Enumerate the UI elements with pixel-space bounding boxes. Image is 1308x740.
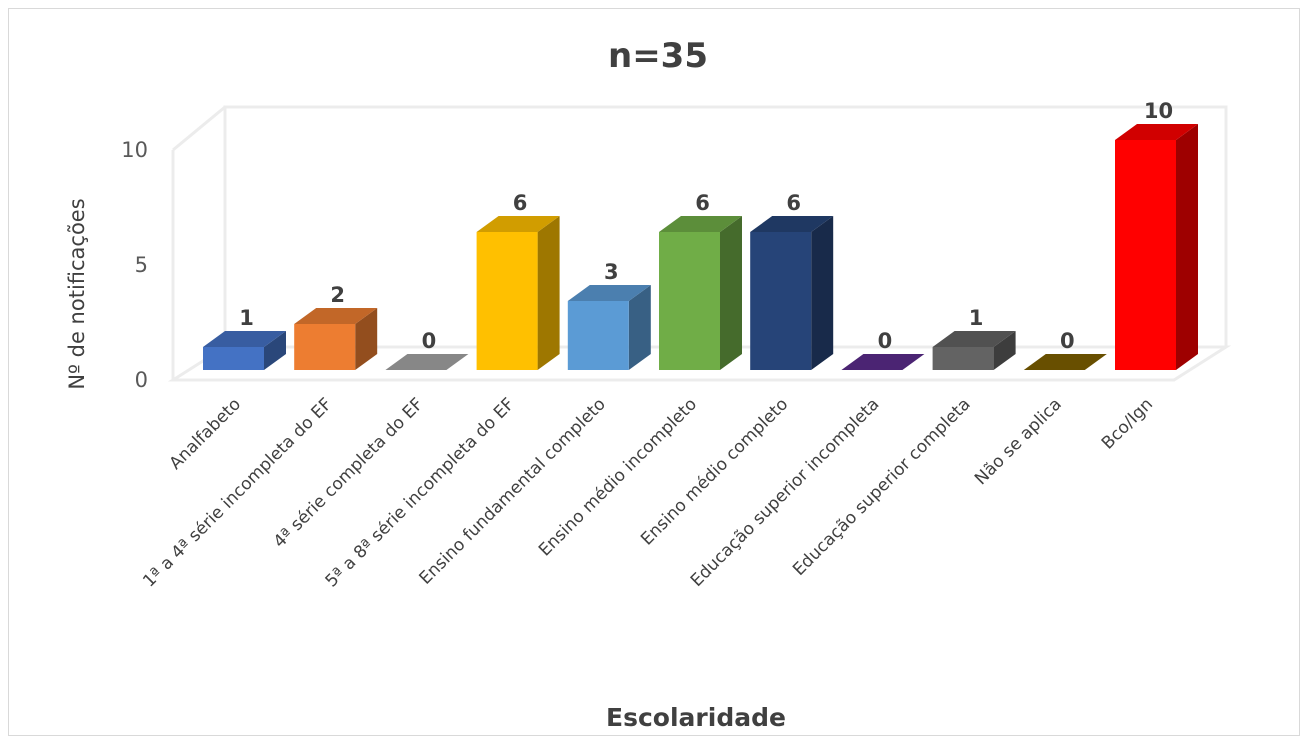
bar: [385, 354, 469, 370]
data-label: 2: [330, 283, 345, 307]
y-tick-label: 5: [135, 253, 148, 277]
bar-top: [476, 216, 560, 232]
bar-front: [567, 301, 629, 370]
bar-side: [720, 216, 742, 370]
bar-side: [993, 331, 1016, 370]
bar: [203, 331, 286, 370]
bar: [567, 285, 651, 370]
bar-front: [932, 347, 994, 370]
x-tick-label: Ensino fundamental completo: [416, 394, 610, 588]
x-tick-label: Não se aplica: [971, 394, 1066, 489]
bar-side: [355, 308, 378, 370]
chart-title: n=35: [608, 36, 708, 76]
data-label: 6: [786, 191, 801, 215]
x-tick-label: Analfabeto: [166, 394, 245, 473]
data-label: 3: [604, 260, 619, 284]
bar-top: [203, 331, 286, 347]
bar: [750, 216, 834, 370]
y-tick-label: 10: [121, 138, 148, 162]
bar-front: [476, 232, 538, 370]
bar-top: [659, 216, 742, 232]
bar-side: [811, 216, 834, 370]
x-tick-label: 1ª a 4ª série incompleta do EF: [139, 394, 336, 591]
bar-top: [567, 285, 651, 301]
data-label: 1: [969, 306, 984, 330]
y-axis-label: Nº de notificações: [65, 198, 89, 389]
bar-front: [294, 324, 356, 370]
bar-front: [659, 232, 720, 370]
x-tick-label: 4ª série completa do EF: [270, 394, 428, 552]
bar-top: [750, 216, 834, 232]
back-wall: [223, 105, 1228, 347]
y-tick-label: 0: [135, 368, 148, 392]
chart-frame: [8, 8, 1300, 736]
bar: [1115, 124, 1198, 370]
bar-side: [264, 331, 286, 370]
x-tick-label: 5ª a 8ª série incompleta do EF: [322, 394, 519, 591]
x-tick-label: Educação superior completa: [789, 394, 975, 580]
x-tick-label: Bco/Ign: [1098, 394, 1157, 453]
data-label: 6: [513, 191, 528, 215]
x-axis-label: Escolaridade: [606, 703, 786, 732]
data-label: 0: [422, 329, 437, 353]
bar-side: [1176, 124, 1198, 370]
bar-top: [385, 354, 469, 370]
data-label: 0: [878, 329, 893, 353]
x-tick-label: Ensino médio incompleto: [535, 394, 701, 560]
bar: [841, 354, 925, 370]
bar-top: [1023, 354, 1107, 370]
side-wall-top: [172, 105, 226, 152]
bar-top: [841, 354, 925, 370]
data-label: 0: [1060, 329, 1075, 353]
bar: [1023, 354, 1107, 370]
data-label: 6: [695, 191, 710, 215]
data-label: 10: [1144, 99, 1173, 123]
bar: [932, 331, 1016, 370]
bar-top: [294, 308, 378, 324]
bar: [476, 216, 560, 370]
bar-front: [203, 347, 264, 370]
y-axis-ticks: 0 5 10: [121, 138, 148, 392]
bar-side: [628, 285, 651, 370]
bar-front: [750, 232, 812, 370]
bar-front: [1115, 140, 1176, 370]
x-tick-label: Ensino médio completo: [637, 394, 792, 549]
bar-side: [537, 216, 560, 370]
bar-top: [1115, 124, 1198, 140]
bar: [294, 308, 378, 370]
data-label: 1: [239, 306, 254, 330]
bar: [659, 216, 742, 370]
x-tick-label: Educação superior incompleta: [687, 394, 883, 590]
bar-top: [932, 331, 1016, 347]
